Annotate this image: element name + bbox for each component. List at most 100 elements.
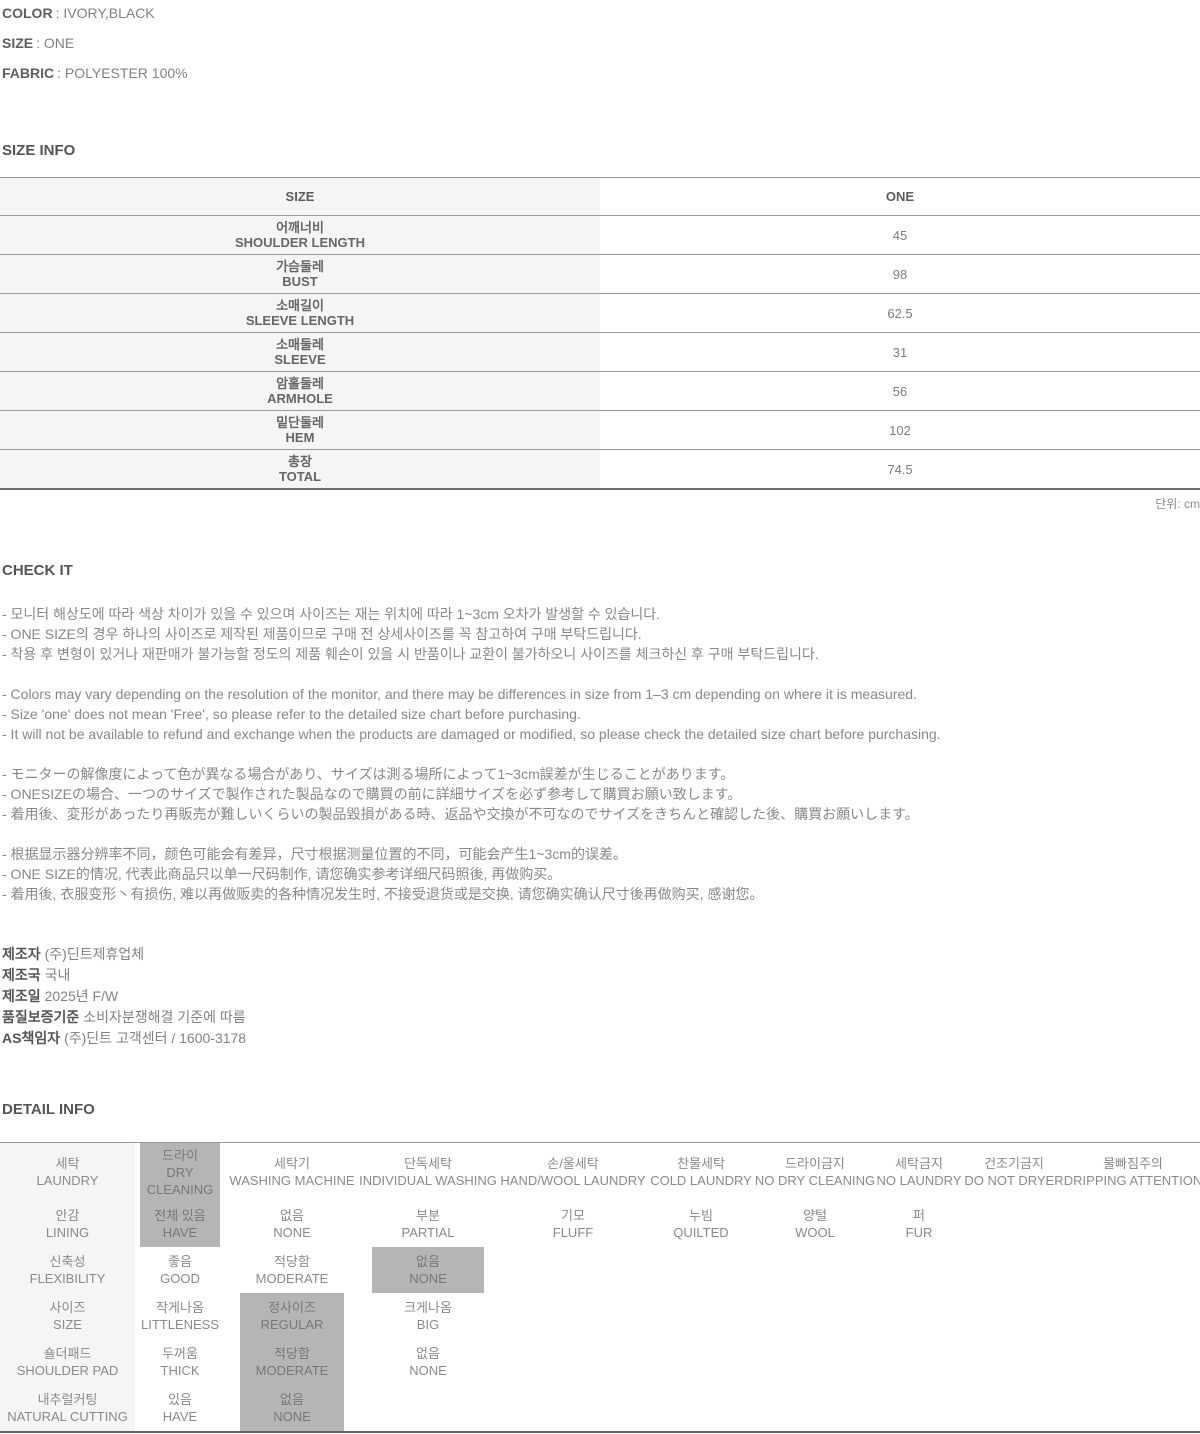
unit-note: 단위: cm xyxy=(1155,497,1200,511)
detail-option: 부분 PARTIAL xyxy=(372,1201,484,1247)
detail-row-header: 내추럴커팅 NATURAL CUTTING xyxy=(0,1385,135,1431)
option-ko: 손/울세탁 xyxy=(547,1156,599,1171)
detail-header-en: LINING xyxy=(45,1225,90,1240)
detail-option: 양털 WOOL xyxy=(754,1201,876,1247)
detail-option: 좋음 GOOD xyxy=(140,1247,220,1293)
check-it-title: CHECK IT xyxy=(2,562,73,579)
manufacturer-line: 제조국 국내 xyxy=(2,965,1200,986)
measure-name-ko: 소매길이 xyxy=(276,298,324,313)
size-value: : ONE xyxy=(36,35,75,51)
option-en: THICK xyxy=(160,1363,200,1378)
detail-option-selected: 정사이즈 REGULAR xyxy=(240,1293,344,1339)
fabric-value: : POLYESTER 100% xyxy=(57,65,188,81)
option-ko: 작게나옴 xyxy=(156,1300,204,1315)
manufacturer-value: (주)딘트 고객센터 / 1600-3178 xyxy=(64,1030,247,1046)
detail-header-ko: 세탁 xyxy=(55,1156,80,1171)
option-ko: 적당함 xyxy=(274,1346,310,1361)
manufacturer-line: 제조일 2025년 F/W xyxy=(2,986,1200,1007)
option-ko: 드라이금지 xyxy=(785,1156,845,1171)
detail-option: 크게나옴 BIG xyxy=(372,1293,484,1339)
detail-row-flexibility: 신축성 FLEXIBILITY 좋음 GOOD 적당함 MODERATE 없음 … xyxy=(0,1247,1200,1293)
check-notes-chinese: - 根据显示器分辨率不同，颜色可能会有差异，尺寸根据测量位置的不同，可能会产生1… xyxy=(2,844,1200,904)
note-line: - 着用後, 衣服变形丶有损伤, 难以再做贩卖的各种情况发生时, 不接受退货或是… xyxy=(2,886,764,902)
measure-name-ko: 가슴둘레 xyxy=(276,259,324,274)
option-en: NONE xyxy=(273,1225,311,1240)
detail-option: 손/울세탁 HAND/WOOL LAUNDRY xyxy=(498,1143,648,1201)
option-ko: 건조기금지 xyxy=(984,1156,1044,1171)
option-ko: 두꺼움 xyxy=(162,1346,198,1361)
size-header-cell: SIZE xyxy=(0,177,600,216)
option-ko: 단독세탁 xyxy=(404,1156,452,1171)
note-line: - Size 'one' does not mean 'Free', so pl… xyxy=(2,706,581,722)
measure-value: 102 xyxy=(600,410,1200,450)
size-row-armhole: 암홀둘레 ARMHOLE 56 xyxy=(0,371,1200,411)
size-row-shoulder: 어깨너비 SHOULDER LENGTH 45 xyxy=(0,215,1200,255)
measure-name-ko: 어깨너비 xyxy=(276,220,324,235)
check-notes-english: - Colors may vary depending on the resol… xyxy=(2,684,1200,744)
detail-header-ko: 사이즈 xyxy=(49,1300,86,1315)
manufacturer-line: 품질보증기준 소비자분쟁해결 기준에 따름 xyxy=(2,1007,1200,1028)
option-en: FLUFF xyxy=(552,1225,594,1240)
detail-option: 드라이금지 NO DRY CLEANING xyxy=(754,1143,876,1201)
detail-option: 기모 FLUFF xyxy=(498,1201,648,1247)
option-en: DO NOT DRYER xyxy=(964,1173,1064,1188)
detail-option: 세탁금지 NO LAUNDRY xyxy=(876,1143,962,1201)
note-line: - ONESIZEの場合、一つのサイズで製作された製品なので購買の前に詳細サイズ… xyxy=(2,786,742,802)
measure-value: 98 xyxy=(600,254,1200,294)
measure-header: 가슴둘레 BUST xyxy=(0,254,600,294)
manufacturer-label: 제조국 xyxy=(2,967,41,983)
option-en: HAVE xyxy=(162,1225,198,1240)
option-ko: 좋음 xyxy=(168,1254,192,1269)
detail-header-ko: 내추럴커팅 xyxy=(37,1392,98,1407)
option-en: DRY CLEANING xyxy=(146,1164,214,1197)
measure-name-en: ARMHOLE xyxy=(267,391,333,406)
measure-name-ko: 암홀둘레 xyxy=(276,376,324,391)
manufacturer-line: 제조자 (주)딘트제휴업체 xyxy=(2,944,1200,965)
check-notes-japanese: - モニターの解像度によって色が異なる場合があり、サイズは測る場所によって1~3… xyxy=(2,764,1200,824)
measure-name-en: SHOULDER LENGTH xyxy=(235,235,365,250)
color-value: : IVORY,BLACK xyxy=(55,5,155,21)
detail-option: 누빔 QUILTED xyxy=(648,1201,754,1247)
option-en: HAND/WOOL LAUNDRY xyxy=(500,1173,646,1188)
detail-option-selected: 드라이 DRY CLEANING xyxy=(140,1143,220,1201)
detail-option: 물빠짐주의 DRIPPING ATTENTION xyxy=(1064,1143,1200,1201)
option-en: MODERATE xyxy=(255,1363,329,1378)
one-header-label: ONE xyxy=(885,188,915,204)
note-line: - Colors may vary depending on the resol… xyxy=(2,686,917,702)
option-en: GOOD xyxy=(160,1271,200,1286)
measure-header: 암홀둘레 ARMHOLE xyxy=(0,371,600,411)
note-line: - 착용 후 변형이 있거나 재판매가 불가능할 정도의 제품 훼손이 있을 시… xyxy=(2,646,819,662)
measure-value: 31 xyxy=(600,332,1200,372)
option-ko: 누빔 xyxy=(689,1208,713,1223)
measure-value: 56 xyxy=(600,371,1200,411)
size-row-bust: 가슴둘레 BUST 98 xyxy=(0,254,1200,294)
option-en: REGULAR xyxy=(260,1317,324,1332)
measure-name-en: SLEEVE LENGTH xyxy=(245,313,355,328)
detail-option-selected: 적당함 MODERATE xyxy=(240,1339,344,1385)
size-label: SIZE xyxy=(2,35,34,51)
manufacturer-info: 제조자 (주)딘트제휴업체 제조국 국내 제조일 2025년 F/W 품질보증기준 소비… xyxy=(2,944,1200,1049)
measure-header: 밑단둘레 HEM xyxy=(0,410,600,450)
detail-option-selected: 없음 NONE xyxy=(372,1247,484,1293)
option-en: HAVE xyxy=(162,1409,198,1424)
option-en: QUILTED xyxy=(673,1225,729,1240)
note-line: - モニターの解像度によって色が異なる場合があり、サイズは測る場所によって1~3… xyxy=(2,766,735,782)
detail-row-size: 사이즈 SIZE 작게나옴 LITTLENESS 정사이즈 REGULAR 크게… xyxy=(0,1293,1200,1339)
manufacturer-value: 소비자분쟁해결 기준에 따름 xyxy=(83,1009,246,1025)
note-line: - ONE SIZE的情况, 代表此商品只以单一尺码制作, 请您确实参考详细尺码… xyxy=(2,866,562,882)
detail-header-en: SHOULDER PAD xyxy=(16,1363,119,1378)
size-table: SIZE ONE 어깨너비 SHOULDER LENGTH 45 가슴둘레 BU… xyxy=(0,177,1200,490)
detail-option: 건조기금지 DO NOT DRYER xyxy=(962,1143,1066,1201)
measure-name-en: HEM xyxy=(285,430,315,445)
option-ko: 전체 있음 xyxy=(154,1208,206,1223)
detail-row-lining: 안감 LINING 전체 있음 HAVE 없음 NONE 부분 PARTIAL … xyxy=(0,1201,1200,1247)
detail-row-header: 세탁 LAUNDRY xyxy=(0,1143,135,1201)
product-size-line: SIZE: ONE xyxy=(2,36,1200,51)
detail-option: 세탁기 WASHING MACHINE xyxy=(229,1143,354,1201)
option-ko: 드라이 xyxy=(162,1147,198,1163)
detail-header-en: SIZE xyxy=(53,1317,82,1332)
detail-header-en: LAUNDRY xyxy=(36,1173,99,1188)
option-en: NONE xyxy=(409,1363,447,1378)
manufacturer-value: (주)딘트제휴업체 xyxy=(44,946,145,962)
